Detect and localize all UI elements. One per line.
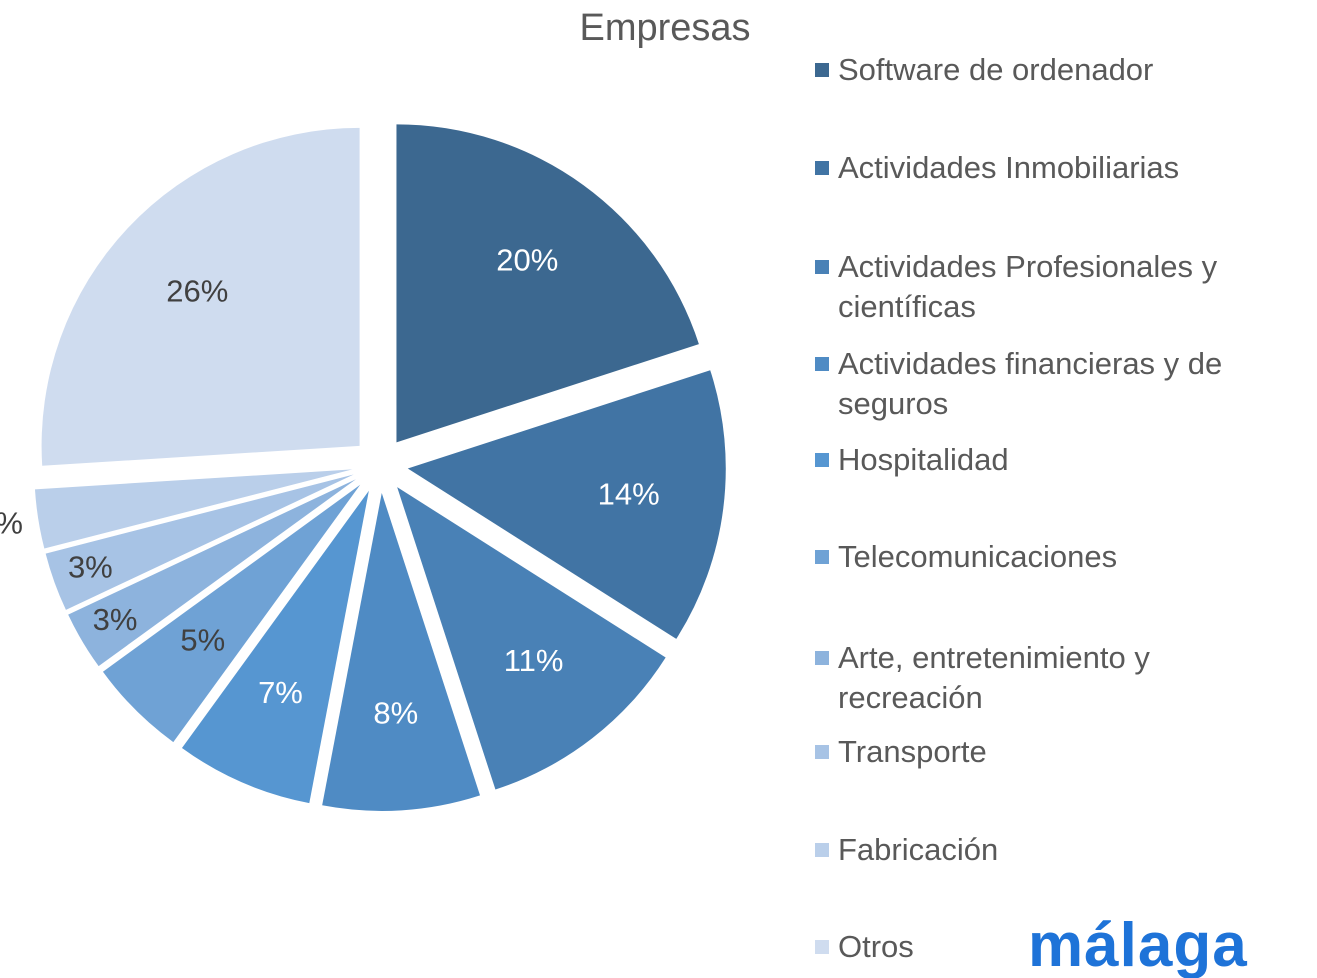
data-label: 8% (373, 695, 418, 730)
legend-item: Arte, entretenimiento y recreación (815, 638, 1305, 718)
legend-item: Fabricación (815, 830, 1305, 870)
legend-label: Arte, entretenimiento y recreación (838, 640, 1150, 715)
pie-slice (396, 124, 699, 443)
legend-swatch (815, 357, 829, 371)
legend-label: Fabricación (838, 832, 999, 867)
legend-label: Software de ordenador (838, 52, 1154, 87)
pie-slice (102, 484, 361, 743)
legend-swatch (815, 63, 829, 77)
pie-slice (45, 474, 354, 610)
legend-item: Actividades Profesionales y científicas (815, 247, 1305, 327)
legend-swatch (815, 940, 829, 954)
legend-swatch (815, 745, 829, 759)
legend-swatch (815, 453, 829, 467)
legend-swatch (815, 651, 829, 665)
legend-swatch (815, 843, 829, 857)
legend-label: Actividades Inmobiliarias (838, 150, 1180, 185)
legend-label: Hospitalidad (838, 442, 1009, 477)
pie-slice (34, 469, 353, 549)
legend-label: Actividades Profesionales y científicas (838, 249, 1218, 324)
legend-item: Transporte (815, 732, 1305, 772)
legend-swatch (815, 550, 829, 564)
pie-slice (181, 490, 369, 804)
chart-title: Empresas (579, 7, 750, 49)
legend-swatch (815, 161, 829, 175)
legend-label: Transporte (838, 734, 987, 769)
data-label: 11% (504, 643, 564, 678)
data-label: 3% (0, 505, 23, 540)
legend-item: Actividades financieras y de seguros (815, 344, 1305, 424)
pie-slice (397, 487, 666, 790)
pie-slice (68, 479, 356, 667)
legend-label: Otros (838, 929, 914, 964)
legend-item: Actividades Inmobiliarias (815, 148, 1305, 188)
data-label: 26% (166, 274, 228, 309)
legend-item: Telecomunicaciones (815, 537, 1305, 577)
data-label: 3% (68, 549, 113, 584)
pie-slice (41, 127, 360, 466)
pie-slice (322, 492, 481, 811)
legend-item: Otros (815, 927, 1305, 967)
data-label: 14% (598, 477, 660, 512)
legend-label: Telecomunicaciones (838, 539, 1118, 574)
legend-item: Software de ordenador (815, 50, 1305, 90)
data-label: 5% (180, 622, 225, 657)
legend-label: Actividades financieras y de seguros (838, 346, 1223, 421)
data-label: 3% (93, 602, 138, 637)
legend-swatch (815, 260, 829, 274)
data-label: 20% (496, 242, 558, 277)
legend-item: Hospitalidad (815, 440, 1305, 480)
data-label: 7% (258, 675, 303, 710)
logo: málaga (1028, 911, 1248, 978)
pie-slice (407, 370, 726, 639)
